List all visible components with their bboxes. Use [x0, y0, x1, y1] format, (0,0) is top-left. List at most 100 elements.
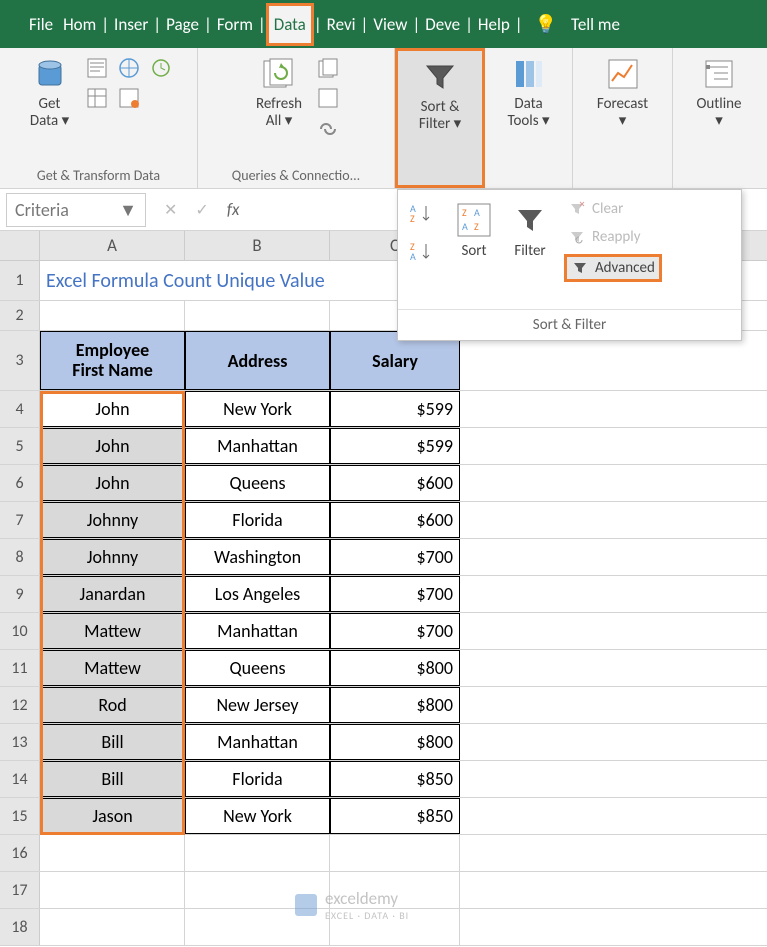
cell-name[interactable]: Mattew — [40, 613, 185, 649]
from-table-icon[interactable] — [85, 86, 109, 110]
cell-name[interactable]: Johnny — [40, 502, 185, 538]
row-header[interactable]: 16 — [0, 835, 40, 871]
sort-dialog-button[interactable]: ZAAZ Sort — [452, 198, 496, 301]
sort-az-icon[interactable]: AZ — [406, 198, 440, 230]
properties-icon[interactable] — [316, 86, 340, 110]
table-header-address[interactable]: Address — [185, 331, 330, 390]
sort-za-icon[interactable]: ZA — [406, 236, 440, 268]
cell-address[interactable]: Manhattan — [185, 428, 330, 464]
row-header[interactable]: 18 — [0, 909, 40, 945]
tab-review[interactable]: Revi — [322, 6, 361, 43]
filter-button[interactable]: Filter — [508, 198, 552, 301]
enter-icon[interactable]: ✓ — [195, 200, 208, 220]
cell-salary[interactable]: $700 — [330, 613, 460, 649]
tab-insert[interactable]: Inser — [109, 6, 153, 43]
row-header[interactable]: 7 — [0, 502, 40, 538]
get-data-button[interactable]: Get Data ▾ — [21, 52, 79, 135]
data-tools-button[interactable]: Data Tools ▾ — [499, 52, 557, 135]
cell-address[interactable]: Queens — [185, 650, 330, 686]
cell-name[interactable]: Jason — [40, 798, 185, 834]
tab-formulas[interactable]: Form — [212, 6, 258, 43]
cell-salary[interactable]: $700 — [330, 539, 460, 575]
existing-icon[interactable] — [117, 86, 141, 110]
cell-address[interactable]: New York — [185, 798, 330, 834]
cell-salary[interactable]: $800 — [330, 687, 460, 723]
refresh-all-button[interactable]: Refresh All ▾ — [248, 52, 310, 135]
cell-address[interactable]: Queens — [185, 465, 330, 501]
cell-address[interactable]: Florida — [185, 502, 330, 538]
cell-address[interactable]: Manhattan — [185, 724, 330, 760]
cell-address[interactable]: Washington — [185, 539, 330, 575]
tab-developer[interactable]: Deve — [420, 6, 465, 43]
cell-salary[interactable]: $599 — [330, 428, 460, 464]
cell[interactable] — [40, 835, 185, 871]
cell-salary[interactable]: $850 — [330, 761, 460, 797]
cell-address[interactable]: New York — [185, 391, 330, 427]
cell-name[interactable]: Bill — [40, 724, 185, 760]
row-header[interactable]: 17 — [0, 872, 40, 908]
cell[interactable] — [40, 301, 185, 330]
tab-data[interactable]: Data — [266, 3, 314, 46]
row-header[interactable]: 5 — [0, 428, 40, 464]
cell-name[interactable]: John — [40, 428, 185, 464]
cell[interactable] — [330, 835, 460, 871]
cell[interactable] — [40, 909, 185, 945]
outline-button[interactable]: Outline ▾ — [688, 52, 749, 135]
from-web-icon[interactable] — [117, 56, 141, 80]
chevron-down-icon[interactable]: ▼ — [119, 199, 137, 221]
queries-icon[interactable] — [316, 56, 340, 80]
cell[interactable] — [40, 872, 185, 908]
cell-name[interactable]: Janardan — [40, 576, 185, 612]
row-header[interactable]: 10 — [0, 613, 40, 649]
name-box[interactable]: Criteria ▼ — [6, 193, 146, 227]
tell-me-search[interactable]: Tell me — [571, 14, 620, 35]
table-header-name[interactable]: Employee First Name — [40, 331, 185, 390]
cell-salary[interactable]: $700 — [330, 576, 460, 612]
row-header[interactable]: 4 — [0, 391, 40, 427]
select-all-corner[interactable] — [0, 231, 40, 260]
from-text-icon[interactable] — [85, 56, 109, 80]
row-header[interactable]: 12 — [0, 687, 40, 723]
row-header[interactable]: 14 — [0, 761, 40, 797]
row-header[interactable]: 15 — [0, 798, 40, 834]
sort-filter-button[interactable]: Sort & Filter ▾ — [411, 55, 469, 138]
cancel-icon[interactable]: ✕ — [164, 200, 177, 220]
fx-icon[interactable]: fx — [227, 199, 240, 220]
tab-view[interactable]: View — [368, 6, 412, 43]
cell-salary[interactable]: $800 — [330, 650, 460, 686]
tab-page-layout[interactable]: Page — [161, 6, 204, 43]
cell-address[interactable]: Manhattan — [185, 613, 330, 649]
cell-salary[interactable]: $850 — [330, 798, 460, 834]
forecast-button[interactable]: Forecast ▾ — [589, 52, 656, 135]
col-header-a[interactable]: A — [40, 231, 185, 260]
cell-address[interactable]: New Jersey — [185, 687, 330, 723]
row-header[interactable]: 2 — [0, 301, 40, 330]
row-header[interactable]: 11 — [0, 650, 40, 686]
row-header[interactable]: 3 — [0, 331, 40, 390]
edit-links-icon[interactable] — [316, 116, 340, 140]
cell-name[interactable]: John — [40, 391, 185, 427]
cell-name[interactable]: Mattew — [40, 650, 185, 686]
advanced-filter-button[interactable]: Advanced — [564, 254, 662, 282]
cell-address[interactable]: Florida — [185, 761, 330, 797]
row-header[interactable]: 8 — [0, 539, 40, 575]
tab-home[interactable]: Hom — [58, 6, 101, 43]
cell[interactable] — [185, 301, 330, 330]
cell-name[interactable]: Rod — [40, 687, 185, 723]
cell-salary[interactable]: $800 — [330, 724, 460, 760]
row-header[interactable]: 6 — [0, 465, 40, 501]
tab-file[interactable]: File — [24, 6, 58, 43]
cell-name[interactable]: John — [40, 465, 185, 501]
cell-name[interactable]: Bill — [40, 761, 185, 797]
cell-salary[interactable]: $599 — [330, 391, 460, 427]
cell[interactable] — [185, 835, 330, 871]
row-header[interactable]: 13 — [0, 724, 40, 760]
cell-salary[interactable]: $600 — [330, 502, 460, 538]
row-header[interactable]: 9 — [0, 576, 40, 612]
cell-name[interactable]: Johnny — [40, 539, 185, 575]
cell-address[interactable]: Los Angeles — [185, 576, 330, 612]
cell-salary[interactable]: $600 — [330, 465, 460, 501]
tab-help[interactable]: Help — [473, 6, 515, 43]
col-header-b[interactable]: B — [185, 231, 330, 260]
row-header[interactable]: 1 — [0, 261, 40, 300]
